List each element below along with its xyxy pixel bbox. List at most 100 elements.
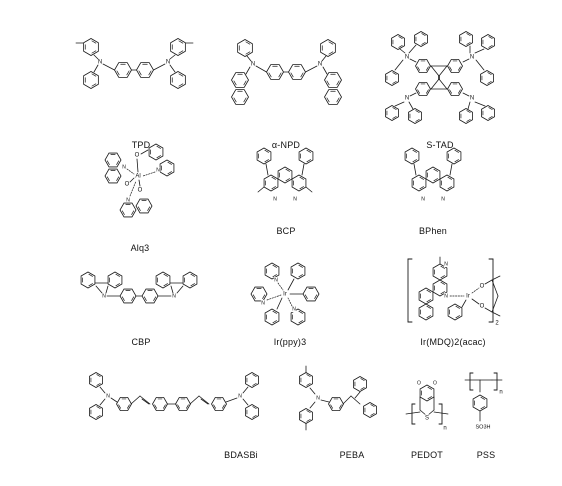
aluminum-atom: Al [135, 174, 140, 180]
aromatic-ring [256, 147, 272, 165]
aromatic-ring [148, 143, 164, 161]
aromatic-ring [324, 72, 342, 88]
nitrogen-atom: N [421, 196, 425, 202]
molecule-peba: N [299, 365, 377, 431]
aromatic-ring [418, 287, 434, 305]
aromatic-ring [324, 89, 342, 105]
aromatic-ring [290, 262, 306, 280]
aromatic-ring [328, 397, 344, 411]
nitrogen-atom: N [106, 393, 110, 399]
nitrogen-atom: N [251, 62, 255, 68]
aromatic-ring [385, 105, 399, 121]
aromatic-ring [439, 174, 455, 192]
molecule-irppy3: Ir N N N [250, 262, 320, 326]
aromatic-ring [446, 147, 462, 165]
aromatic-ring [104, 152, 122, 168]
nitrogen-atom: N [444, 261, 448, 267]
aromatic-ring [472, 394, 488, 412]
aromatic-ring [107, 271, 123, 289]
oxygen-atom: O [417, 380, 421, 386]
nitrogen-atom: N [98, 60, 102, 66]
aromatic-ring [447, 303, 463, 321]
aromatic-ring [119, 202, 137, 218]
aromatic-ring [211, 397, 227, 411]
aromatic-ring [447, 82, 463, 96]
aromatic-ring [353, 376, 367, 392]
aromatic-ring [419, 384, 435, 402]
oxygen-atom: O [135, 153, 140, 159]
nitrogen-atom: N [126, 197, 130, 203]
aromatic-ring [159, 159, 175, 177]
aromatic-ring [288, 64, 306, 80]
iridium-atom: Ir [466, 294, 470, 300]
nitrogen-atom: N [441, 196, 445, 202]
aromatic-ring [299, 372, 313, 388]
aromatic-ring [432, 279, 448, 297]
nitrogen-atom: N [238, 393, 242, 399]
nitrogen-atom: N [470, 55, 474, 61]
label-peba: PEBA [339, 450, 365, 460]
label-irppy3: Ir(ppy)3 [273, 337, 307, 347]
nitrogen-atom: N [444, 293, 448, 299]
aromatic-ring [155, 271, 171, 289]
aromatic-ring [415, 82, 431, 96]
aromatic-ring [245, 372, 259, 388]
aromatic-ring [136, 62, 154, 78]
oxygen-atom: O [480, 284, 485, 290]
label-tpd: TPD [131, 140, 151, 150]
label-irmdq: Ir(MDQ)2(acac) [420, 337, 486, 347]
nitrogen-atom: N [316, 395, 320, 401]
aromatic-ring [266, 64, 284, 80]
aromatic-ring [418, 303, 434, 321]
aromatic-ring [104, 168, 122, 184]
aromatic-ring [415, 59, 431, 73]
nitrogen-atom: N [274, 277, 278, 283]
sulfonic-acid-group: SO3H [476, 424, 491, 430]
label-pss: PSS [476, 450, 496, 460]
nitrogen-atom: N [292, 306, 296, 312]
oxygen-atom: O [125, 182, 130, 188]
label-s-tad: S-TAD [426, 140, 454, 150]
molecule-alq3: Al N O O N O N [104, 143, 175, 218]
aromatic-ring [391, 34, 405, 50]
aromatic-ring [290, 308, 306, 326]
molecule-s-tad: N N N N [385, 31, 495, 124]
aromatic-ring [152, 397, 168, 411]
aromatic-ring [425, 166, 441, 184]
aromatic-ring [237, 39, 253, 57]
nitrogen-atom: N [293, 196, 297, 202]
molecule-pss: n SO3H [464, 372, 504, 430]
aromatic-ring [83, 71, 99, 89]
nitrogen-atom: N [102, 293, 106, 299]
label-pedot: PEDOT [410, 450, 443, 460]
aromatic-ring [135, 198, 153, 214]
oxygen-atom: O [433, 380, 437, 386]
nitrogen-atom: N [122, 164, 126, 170]
aromatic-ring [481, 34, 495, 50]
aromatic-ring [231, 72, 249, 88]
nitrogen-atom: N [261, 300, 265, 306]
label-alpha-npd: α-NPD [271, 140, 301, 150]
aromatic-ring [414, 31, 428, 47]
aromatic-ring [447, 59, 463, 73]
aromatic-ring [264, 262, 280, 280]
oxygen-atom: O [480, 304, 485, 310]
repeat-n: n [499, 390, 502, 396]
aromatic-ring [302, 286, 320, 302]
aromatic-ring [170, 71, 186, 89]
nitrogen-atom: N [166, 60, 170, 66]
aromatic-ring [459, 108, 473, 124]
nitrogen-atom: N [405, 55, 409, 61]
aromatic-ring [299, 408, 313, 424]
nitrogen-atom: N [470, 96, 474, 102]
oxygen-atom: O [138, 188, 143, 194]
nitrogen-atom: N [318, 62, 322, 68]
aromatic-ring [231, 89, 249, 105]
label-cbp: CBP [131, 337, 151, 347]
nitrogen-atom: N [156, 167, 160, 173]
aromatic-ring [80, 271, 96, 289]
